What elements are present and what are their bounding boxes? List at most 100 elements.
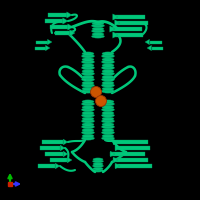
Polygon shape (113, 33, 143, 37)
Polygon shape (45, 19, 63, 23)
Ellipse shape (92, 33, 104, 36)
Ellipse shape (82, 89, 95, 93)
Polygon shape (113, 139, 118, 145)
Polygon shape (40, 146, 60, 150)
Polygon shape (145, 39, 150, 45)
Polygon shape (113, 14, 118, 20)
Ellipse shape (92, 27, 104, 30)
Ellipse shape (102, 78, 114, 81)
Ellipse shape (102, 66, 114, 70)
Polygon shape (63, 139, 68, 145)
Ellipse shape (102, 72, 114, 76)
Ellipse shape (102, 131, 114, 134)
Polygon shape (67, 157, 72, 163)
Ellipse shape (92, 169, 104, 172)
Ellipse shape (82, 106, 94, 109)
Ellipse shape (82, 64, 94, 67)
Polygon shape (110, 151, 115, 157)
Ellipse shape (82, 75, 94, 79)
Polygon shape (113, 140, 148, 144)
Polygon shape (150, 40, 162, 44)
Ellipse shape (82, 78, 95, 81)
Ellipse shape (102, 69, 114, 73)
Polygon shape (36, 40, 48, 44)
Ellipse shape (102, 108, 114, 112)
Ellipse shape (102, 58, 114, 61)
Ellipse shape (82, 119, 95, 123)
Polygon shape (35, 46, 46, 49)
Ellipse shape (102, 136, 114, 140)
Ellipse shape (102, 81, 114, 85)
Polygon shape (38, 164, 55, 168)
Circle shape (90, 86, 102, 98)
Ellipse shape (82, 134, 94, 138)
Polygon shape (115, 164, 152, 168)
Ellipse shape (82, 128, 94, 132)
Polygon shape (63, 18, 68, 24)
Polygon shape (46, 45, 50, 51)
Polygon shape (115, 163, 120, 169)
Ellipse shape (102, 114, 114, 117)
Ellipse shape (102, 134, 114, 138)
Ellipse shape (102, 123, 114, 126)
Ellipse shape (82, 117, 94, 120)
Polygon shape (45, 152, 63, 156)
Ellipse shape (92, 35, 104, 38)
Ellipse shape (93, 158, 103, 161)
Ellipse shape (82, 81, 94, 85)
Ellipse shape (102, 75, 114, 79)
Ellipse shape (82, 123, 94, 126)
Polygon shape (115, 21, 148, 25)
Polygon shape (55, 31, 70, 35)
Polygon shape (147, 45, 152, 51)
Ellipse shape (93, 167, 103, 170)
Ellipse shape (82, 83, 95, 87)
Ellipse shape (82, 111, 94, 115)
Polygon shape (110, 152, 145, 156)
Ellipse shape (102, 60, 114, 64)
Polygon shape (113, 157, 118, 163)
Ellipse shape (82, 100, 94, 103)
Polygon shape (50, 25, 68, 29)
Ellipse shape (92, 24, 104, 27)
Polygon shape (110, 26, 115, 32)
Ellipse shape (82, 136, 95, 140)
Ellipse shape (102, 106, 114, 109)
Polygon shape (60, 145, 65, 151)
Polygon shape (70, 30, 75, 36)
Polygon shape (115, 20, 120, 26)
Ellipse shape (92, 29, 104, 33)
Ellipse shape (92, 164, 104, 167)
Polygon shape (113, 32, 118, 38)
Ellipse shape (93, 163, 103, 165)
Ellipse shape (82, 131, 95, 134)
Polygon shape (48, 13, 67, 17)
Ellipse shape (102, 52, 114, 55)
Ellipse shape (82, 66, 95, 70)
Polygon shape (110, 27, 142, 31)
Ellipse shape (82, 60, 95, 64)
Ellipse shape (82, 108, 95, 112)
Ellipse shape (102, 83, 114, 87)
Ellipse shape (82, 52, 94, 55)
Polygon shape (48, 39, 52, 45)
Circle shape (96, 96, 106, 106)
Ellipse shape (102, 111, 114, 115)
Ellipse shape (102, 128, 114, 132)
Polygon shape (113, 15, 145, 19)
Polygon shape (115, 145, 120, 151)
Ellipse shape (102, 125, 114, 129)
Polygon shape (55, 163, 60, 169)
Polygon shape (67, 12, 72, 18)
Ellipse shape (82, 54, 95, 58)
Polygon shape (68, 24, 73, 30)
Polygon shape (115, 146, 150, 150)
Ellipse shape (92, 22, 104, 25)
Ellipse shape (82, 102, 95, 106)
Polygon shape (63, 151, 68, 157)
Ellipse shape (82, 72, 95, 76)
Polygon shape (113, 158, 148, 162)
Ellipse shape (102, 117, 114, 120)
Ellipse shape (102, 54, 114, 58)
Ellipse shape (82, 114, 95, 117)
